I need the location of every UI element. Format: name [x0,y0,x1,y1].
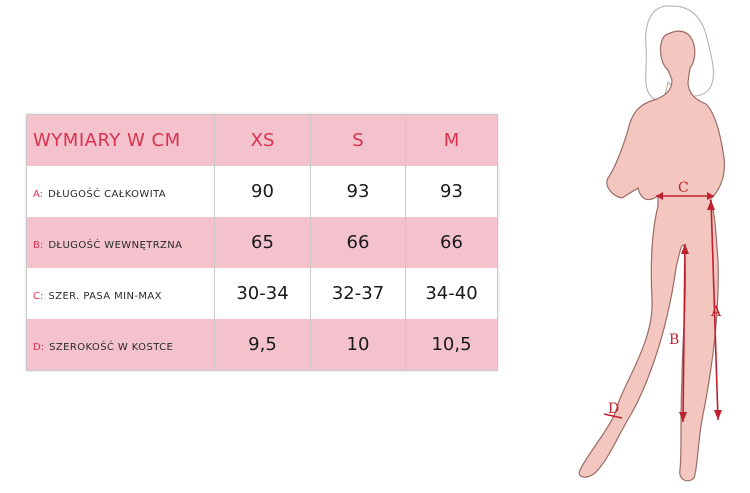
table-row: B: DŁUGOŚĆ WEWNĘTRZNA 65 66 66 [26,217,498,268]
table-cell: 66 [310,217,406,268]
table-cell: 66 [405,217,498,268]
row-label: DŁUGOŚĆ WEWNĘTRZNA [48,240,183,251]
cell-value: 34-40 [425,283,478,304]
measure-a-arrow-top [707,200,715,210]
table-cell: 30-34 [214,268,311,319]
header-size-xs: XS [214,114,311,166]
marker-d-label: D [608,401,619,417]
cell-value: 66 [440,232,463,253]
cell-value: 30-34 [236,283,289,304]
body-silhouette [578,30,725,482]
table-cell: 65 [214,217,311,268]
size-label: S [352,130,364,151]
table-row: A: DŁUGOŚĆ CAŁKOWITA 90 93 93 [26,166,498,217]
row-label: SZEROKOŚĆ W KOSTCE [49,342,174,353]
cell-value: 90 [251,181,274,202]
cell-value: 66 [346,232,370,253]
marker-b-label: B [669,332,679,348]
marker-a-label: A [710,304,722,320]
cell-value: 9,5 [248,334,277,355]
measure-b-line [682,243,686,423]
cell-value: 65 [251,232,274,253]
row-label-cell: D: SZEROKOŚĆ W KOSTCE [26,319,215,371]
marker-c-label: C [678,180,689,196]
header-size-m: M [405,114,498,166]
header-label: WYMIARY W CM [33,130,181,151]
measure-d-line [603,413,623,419]
table-cell: 34-40 [405,268,498,319]
table-cell: 32-37 [310,268,406,319]
cell-value: 32-37 [331,283,385,304]
cell-value: 10,5 [431,334,472,355]
table-row: D: SZEROKOŚĆ W KOSTCE 9,5 10 10,5 [26,319,498,371]
cell-value: 93 [440,181,463,202]
row-label-cell: B: DŁUGOŚĆ WEWNĘTRZNA [26,217,215,268]
size-label: XS [250,130,275,151]
row-label-cell: A: DŁUGOŚĆ CAŁKOWITA [26,166,215,217]
cell-value: 10 [346,334,370,355]
table-cell: 10 [310,319,406,371]
row-letter: D: [33,342,45,353]
header-size-s: S [310,114,406,166]
measure-a-arrow-bottom [714,410,722,420]
table-row: C: SZER. PASA MIN-MAX 30-34 32-37 34-40 [26,268,498,319]
table-header-row: WYMIARY W CM XS S M [26,114,498,166]
table-cell: 93 [310,166,406,217]
row-label: SZER. PASA MIN-MAX [48,291,162,302]
row-letter: A: [33,189,44,200]
row-letter: B: [33,240,44,251]
header-label-cell: WYMIARY W CM [26,114,215,166]
table-cell: 93 [405,166,498,217]
row-label: DŁUGOŚĆ CAŁKOWITA [48,189,167,200]
measure-c-arrow-right [707,192,714,200]
measure-a-line [710,199,719,421]
table-cell: 90 [214,166,311,217]
size-table: WYMIARY W CM XS S M A: DŁUGOŚĆ CAŁKOWITA… [26,114,498,371]
measure-b-arrow-bottom [679,412,687,422]
size-label: M [443,130,460,151]
measure-c-arrow-left [656,192,663,200]
table-cell: 10,5 [405,319,498,371]
table-cell: 9,5 [214,319,311,371]
body-measurement-figure: C B A D [578,5,725,482]
row-letter: C: [33,291,44,302]
measure-b-arrow-top [681,244,689,254]
cell-value: 93 [346,181,370,202]
row-label-cell: C: SZER. PASA MIN-MAX [26,268,215,319]
